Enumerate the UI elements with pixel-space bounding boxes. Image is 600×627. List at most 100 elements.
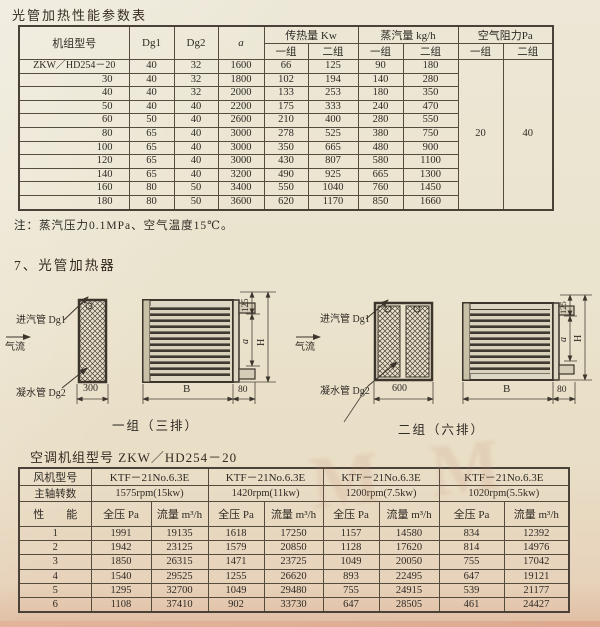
cell: 1128 bbox=[322, 540, 380, 556]
table-row: 140 65 40 3200 490 925 665 1300 bbox=[18, 167, 553, 183]
row-no: 2 bbox=[18, 540, 92, 556]
model-cell: 140 bbox=[18, 167, 130, 183]
table-row: 1 1991 19135 1618 17250 1157 14580 834 1… bbox=[18, 525, 570, 542]
model-cell: 40 bbox=[18, 86, 130, 101]
cell: 40 bbox=[128, 72, 175, 88]
pressure-header: 全压 Pa bbox=[438, 501, 505, 527]
label-airflow: 气流 bbox=[295, 340, 315, 353]
table-row: 180 80 50 3600 620 1170 850 1660 bbox=[18, 194, 553, 211]
bottom-table-title: 空调机组型号 ZKW／HD254－20 bbox=[30, 450, 238, 465]
pressure-header: 全压 Pa bbox=[322, 501, 380, 527]
model-cell: 60 bbox=[18, 113, 130, 128]
cell: 350 bbox=[402, 86, 459, 101]
cell: 20850 bbox=[263, 540, 324, 556]
cell: 3200 bbox=[217, 167, 265, 183]
cell: 400 bbox=[307, 113, 359, 128]
fan-model-header: 风机型号 bbox=[18, 467, 92, 486]
cell: 280 bbox=[357, 113, 404, 128]
cell: 380 bbox=[357, 126, 404, 142]
cell: 647 bbox=[438, 568, 505, 584]
row-no: 4 bbox=[18, 568, 92, 584]
cell: 1100 bbox=[402, 154, 459, 169]
flow-header: 流量 m³/h bbox=[503, 501, 570, 527]
col-steam-group: 蒸汽量 kg/h bbox=[357, 25, 459, 44]
model-cell: 180 bbox=[18, 194, 130, 211]
dim-600: 600 bbox=[392, 383, 407, 394]
cell: 1850 bbox=[90, 554, 152, 570]
table-row: 30 40 32 1800 102 194 140 280 bbox=[18, 72, 553, 88]
cell: 1618 bbox=[207, 525, 265, 542]
col-model: 机组型号 bbox=[18, 25, 130, 60]
measure-header-row: 性 能 全压 Pa 流量 m³/h 全压 Pa 流量 m³/h 全压 Pa 流量… bbox=[18, 501, 570, 527]
cell: 65 bbox=[128, 167, 175, 183]
col-air-g1: 一组 bbox=[457, 43, 504, 60]
cell: 1579 bbox=[207, 540, 265, 556]
top-table-title: 光管加热性能参数表 bbox=[12, 8, 148, 23]
dim-h: H bbox=[256, 339, 267, 346]
cell: 333 bbox=[307, 99, 359, 115]
fan-model-1: KTF－21No.6.3E bbox=[90, 467, 209, 486]
air-resistance-g1: 20 bbox=[457, 58, 504, 211]
cell: 2600 bbox=[217, 113, 265, 128]
pressure-header: 全压 Pa bbox=[90, 501, 152, 527]
cell: 253 bbox=[307, 86, 359, 101]
cell: 2000 bbox=[217, 86, 265, 101]
table-row: 4 1540 29525 1255 26620 893 22495 647 19… bbox=[18, 568, 570, 584]
cell: 40 bbox=[128, 99, 175, 115]
model-cell: 50 bbox=[18, 99, 130, 115]
cell: 1800 bbox=[217, 72, 265, 88]
col-dg1: Dg1 bbox=[128, 25, 175, 60]
cell: 3000 bbox=[217, 140, 265, 156]
dim-125: 125 bbox=[240, 298, 250, 312]
row-no: 3 bbox=[18, 554, 92, 570]
cell: 125 bbox=[307, 59, 359, 74]
cell: 893 bbox=[322, 568, 380, 584]
cell: 1049 bbox=[207, 582, 265, 599]
cell: 3400 bbox=[217, 181, 265, 196]
cell: 65 bbox=[128, 140, 175, 156]
cell: 65 bbox=[128, 126, 175, 142]
label-condensate: 凝水管 Dg2 bbox=[320, 384, 370, 397]
cell: 29480 bbox=[263, 582, 324, 599]
cell: 24427 bbox=[503, 597, 570, 613]
cell: 24915 bbox=[378, 582, 440, 599]
caption-one-group: 一组（三排） bbox=[112, 419, 199, 433]
col-air-group: 空气阻力Pa bbox=[457, 25, 554, 44]
dim-a: a bbox=[558, 337, 569, 342]
cell: 1540 bbox=[90, 568, 152, 584]
cell: 32 bbox=[173, 86, 219, 101]
model-cell: 120 bbox=[18, 154, 130, 169]
cell: 1295 bbox=[90, 582, 152, 599]
fan-model-row: 风机型号 KTF－21No.6.3E KTF－21No.6.3E KTF－21N… bbox=[18, 467, 570, 486]
cell: 3600 bbox=[217, 194, 265, 211]
leader-line bbox=[61, 367, 88, 389]
dim-b: B bbox=[183, 383, 190, 395]
cell: 32 bbox=[173, 59, 219, 74]
cell: 620 bbox=[263, 194, 309, 211]
cell: 40 bbox=[173, 140, 219, 156]
cell: 750 bbox=[402, 126, 459, 142]
cell: 180 bbox=[402, 59, 459, 74]
cell: 33730 bbox=[263, 597, 324, 613]
flow-header: 流量 m³/h bbox=[263, 501, 324, 527]
bracket bbox=[552, 302, 560, 381]
model-cell: 100 bbox=[18, 140, 130, 156]
col-air-g2: 二组 bbox=[502, 43, 554, 60]
cell: 20050 bbox=[378, 554, 440, 570]
cell: 647 bbox=[322, 597, 380, 613]
leader-line bbox=[367, 361, 398, 387]
dim-300: 300 bbox=[83, 383, 98, 394]
cell: 17250 bbox=[263, 525, 324, 542]
flow-header: 流量 m³/h bbox=[150, 501, 209, 527]
table-row: 60 50 40 2600 210 400 280 550 bbox=[18, 113, 553, 128]
cell: 755 bbox=[438, 554, 505, 570]
shaft-speed-header: 主轴转数 bbox=[18, 485, 92, 502]
table-row: 2 1942 23125 1579 20850 1128 17620 814 1… bbox=[18, 540, 570, 556]
dim-125: 125 bbox=[558, 301, 568, 314]
performance-header: 性 能 bbox=[18, 501, 92, 527]
label-steam-inlet: 进汽管 Dg1 bbox=[16, 313, 66, 326]
diagram-one-group: 进汽管 Dg1 气流 凝水管 Dg2 300 125 a H B 80 一组（三… bbox=[5, 291, 276, 433]
cell: 32700 bbox=[150, 582, 209, 599]
dim-b: B bbox=[503, 383, 510, 395]
